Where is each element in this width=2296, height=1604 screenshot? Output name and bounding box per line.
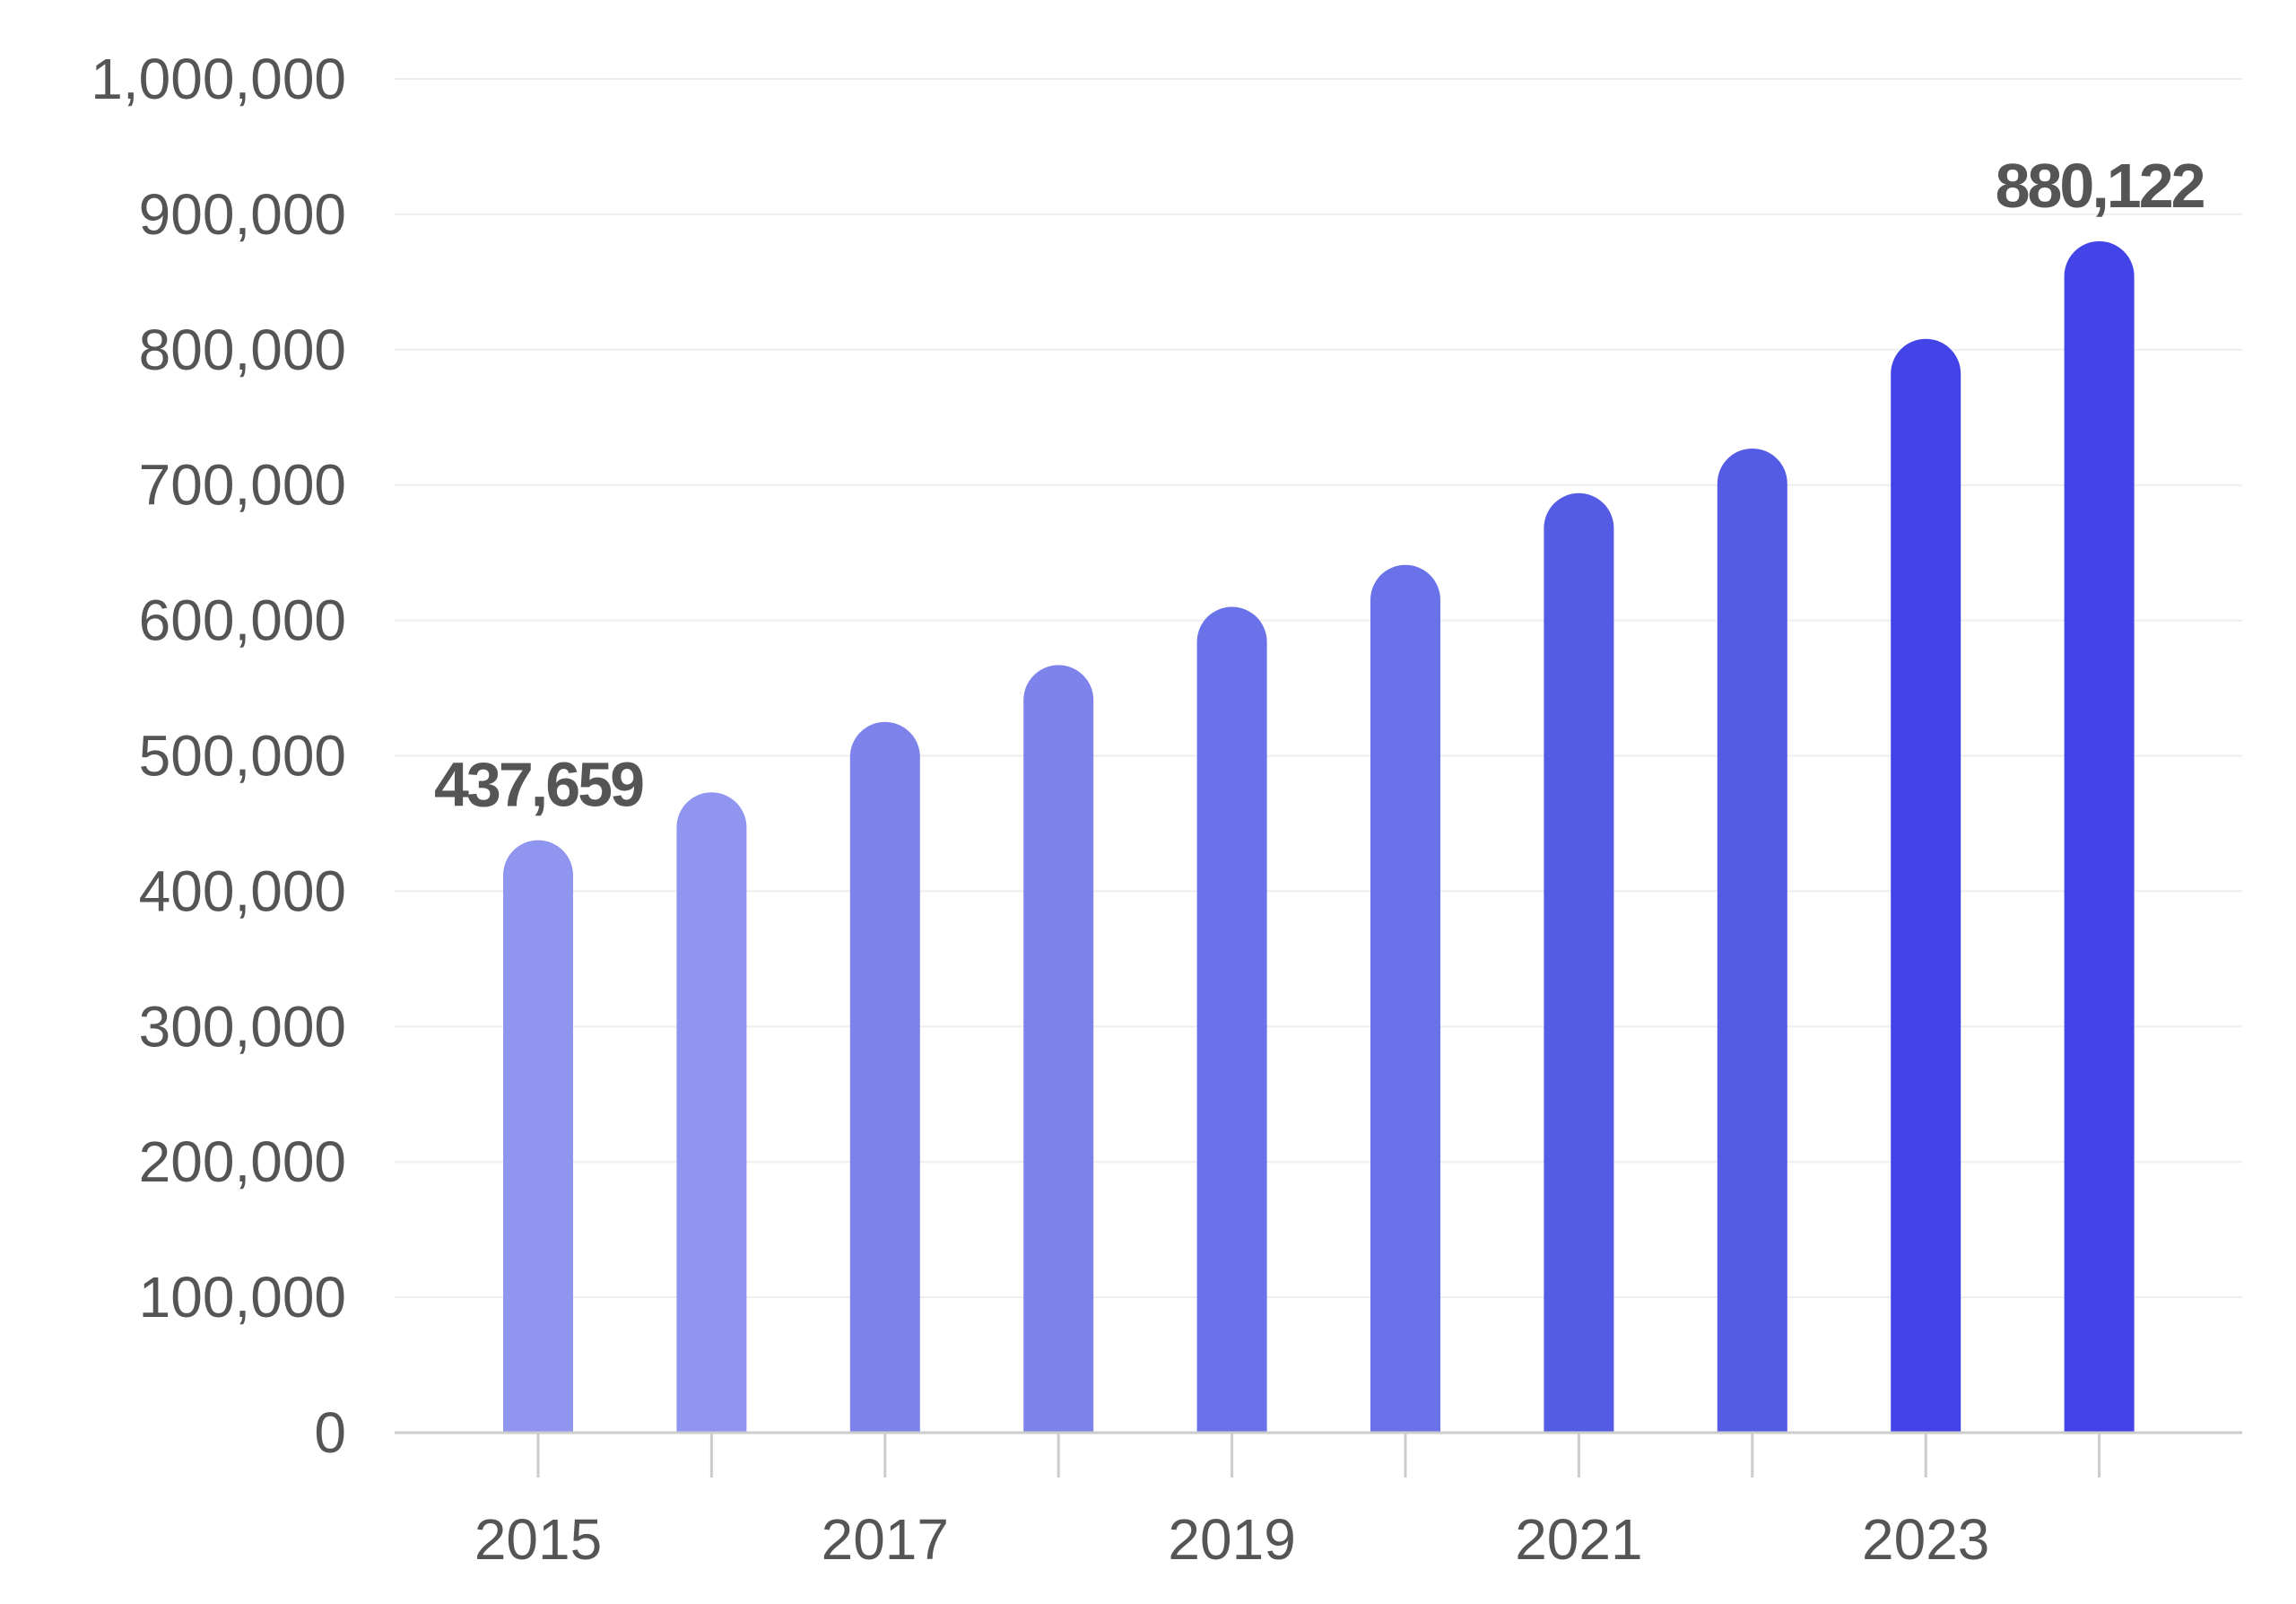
y-tick-label: 500,000 [139, 724, 346, 789]
bar-2019 [1196, 606, 1267, 1433]
bar-2020 [1370, 564, 1440, 1433]
bar-2016 [676, 792, 747, 1433]
x-tick-label: 2023 [1862, 1507, 1989, 1572]
x-tick-label: 2021 [1515, 1507, 1642, 1572]
data-labels: 437,659 880,122 [434, 151, 2207, 820]
y-tick-label: 300,000 [139, 994, 346, 1059]
bars [503, 240, 2135, 1434]
x-tick-label: 2017 [822, 1507, 949, 1572]
y-tick-label: 800,000 [139, 318, 346, 382]
data-label-2024: 880,122 [1996, 151, 2205, 221]
bar-2017 [849, 721, 920, 1433]
y-tick-label: 700,000 [139, 453, 346, 518]
data-label-2015: 437,659 [434, 750, 643, 820]
grid-lines [395, 78, 2242, 1299]
y-tick-label: 1,000,000 [91, 47, 346, 111]
x-tick-label: 2019 [1168, 1507, 1295, 1572]
y-tick-label: 600,000 [139, 588, 346, 653]
x-axis-tick-labels: 2015 2017 2019 2021 2023 [474, 1507, 1990, 1572]
bar-2018 [1023, 665, 1094, 1433]
bar-2021 [1544, 493, 1614, 1433]
bar-2022 [1717, 448, 1787, 1433]
y-tick-label: 100,000 [139, 1265, 346, 1329]
x-tick-label: 2015 [474, 1507, 602, 1572]
y-axis-tick-labels: 0 100,000 200,000 300,000 400,000 500,000 600,… [91, 47, 346, 1465]
x-axis-ticks [536, 1433, 2101, 1478]
bar-2024 [2064, 240, 2135, 1434]
y-tick-label: 200,000 [139, 1129, 346, 1194]
y-tick-label: 400,000 [139, 859, 346, 923]
bar-2023 [1891, 338, 1961, 1433]
bar-2015 [503, 840, 573, 1433]
y-tick-label: 0 [314, 1400, 346, 1465]
y-tick-label: 900,000 [139, 182, 346, 247]
